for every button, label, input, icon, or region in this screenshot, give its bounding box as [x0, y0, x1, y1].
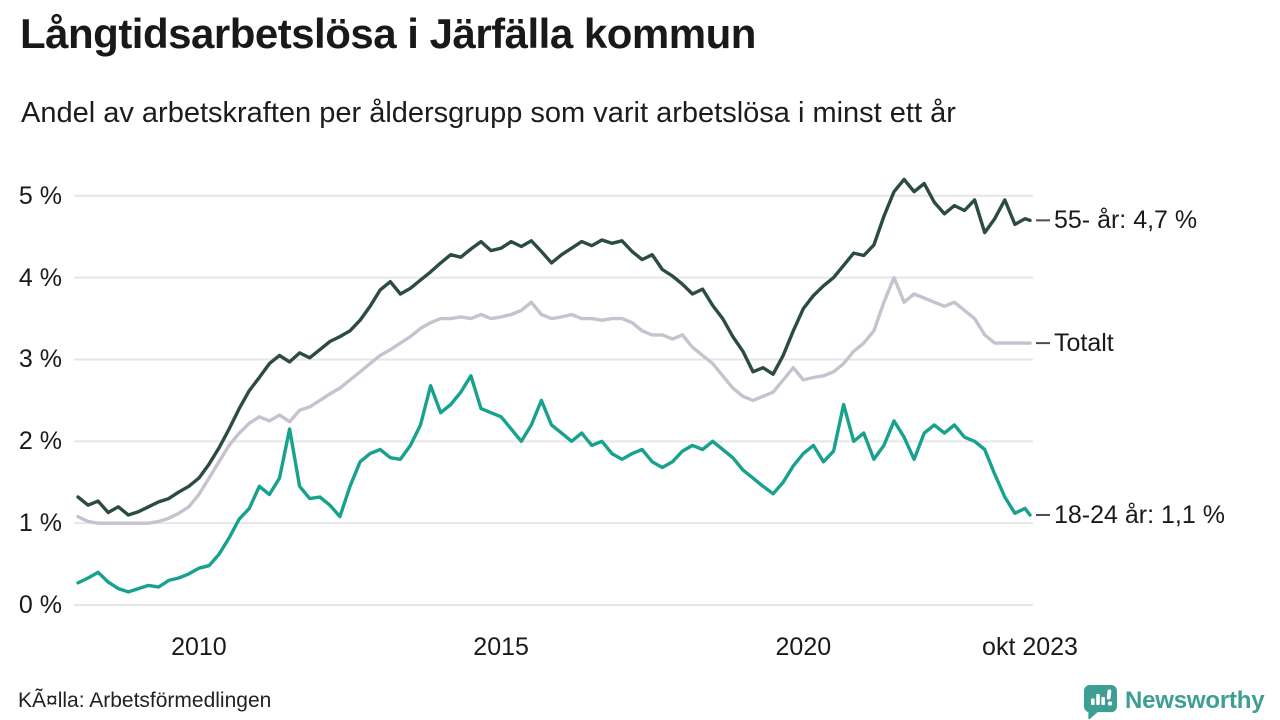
y-tick-label: 2 % [18, 427, 62, 456]
x-tick-label: 2020 [775, 633, 832, 661]
series-line-Totalt [76, 275, 1032, 525]
x-tick-label: okt 2023 [982, 633, 1078, 661]
y-tick-label: 4 % [18, 263, 62, 292]
newsworthy-logo-text: Newsworthy [1125, 687, 1265, 714]
chart-subtitle: Andel av arbetskraften per åldersgrupp s… [21, 97, 956, 129]
x-tick-label: 2015 [473, 633, 529, 661]
y-tick-label: 0 % [18, 591, 62, 619]
series-line-18-24år [76, 374, 1032, 594]
series-end-label: 18-24 år: 1,1 % [1054, 500, 1225, 529]
source-text: KÃ¤lla: Arbetsförmedlingen [18, 689, 272, 712]
y-tick-label: 1 % [18, 509, 62, 538]
y-tick-label: 5 % [18, 181, 62, 210]
series-line-55-år [76, 177, 1032, 517]
chart-title: Långtidsarbetslösa i Järfälla kommun [20, 10, 756, 57]
newsworthy-logo-icon [1084, 685, 1117, 720]
y-tick-label: 3 % [18, 345, 62, 374]
x-tick-label: 2010 [171, 633, 227, 661]
newsworthy-logo: Newsworthy [1084, 684, 1265, 720]
series-end-label: 55- år: 4,7 % [1054, 206, 1198, 235]
series-end-label: Totalt [1054, 329, 1114, 358]
